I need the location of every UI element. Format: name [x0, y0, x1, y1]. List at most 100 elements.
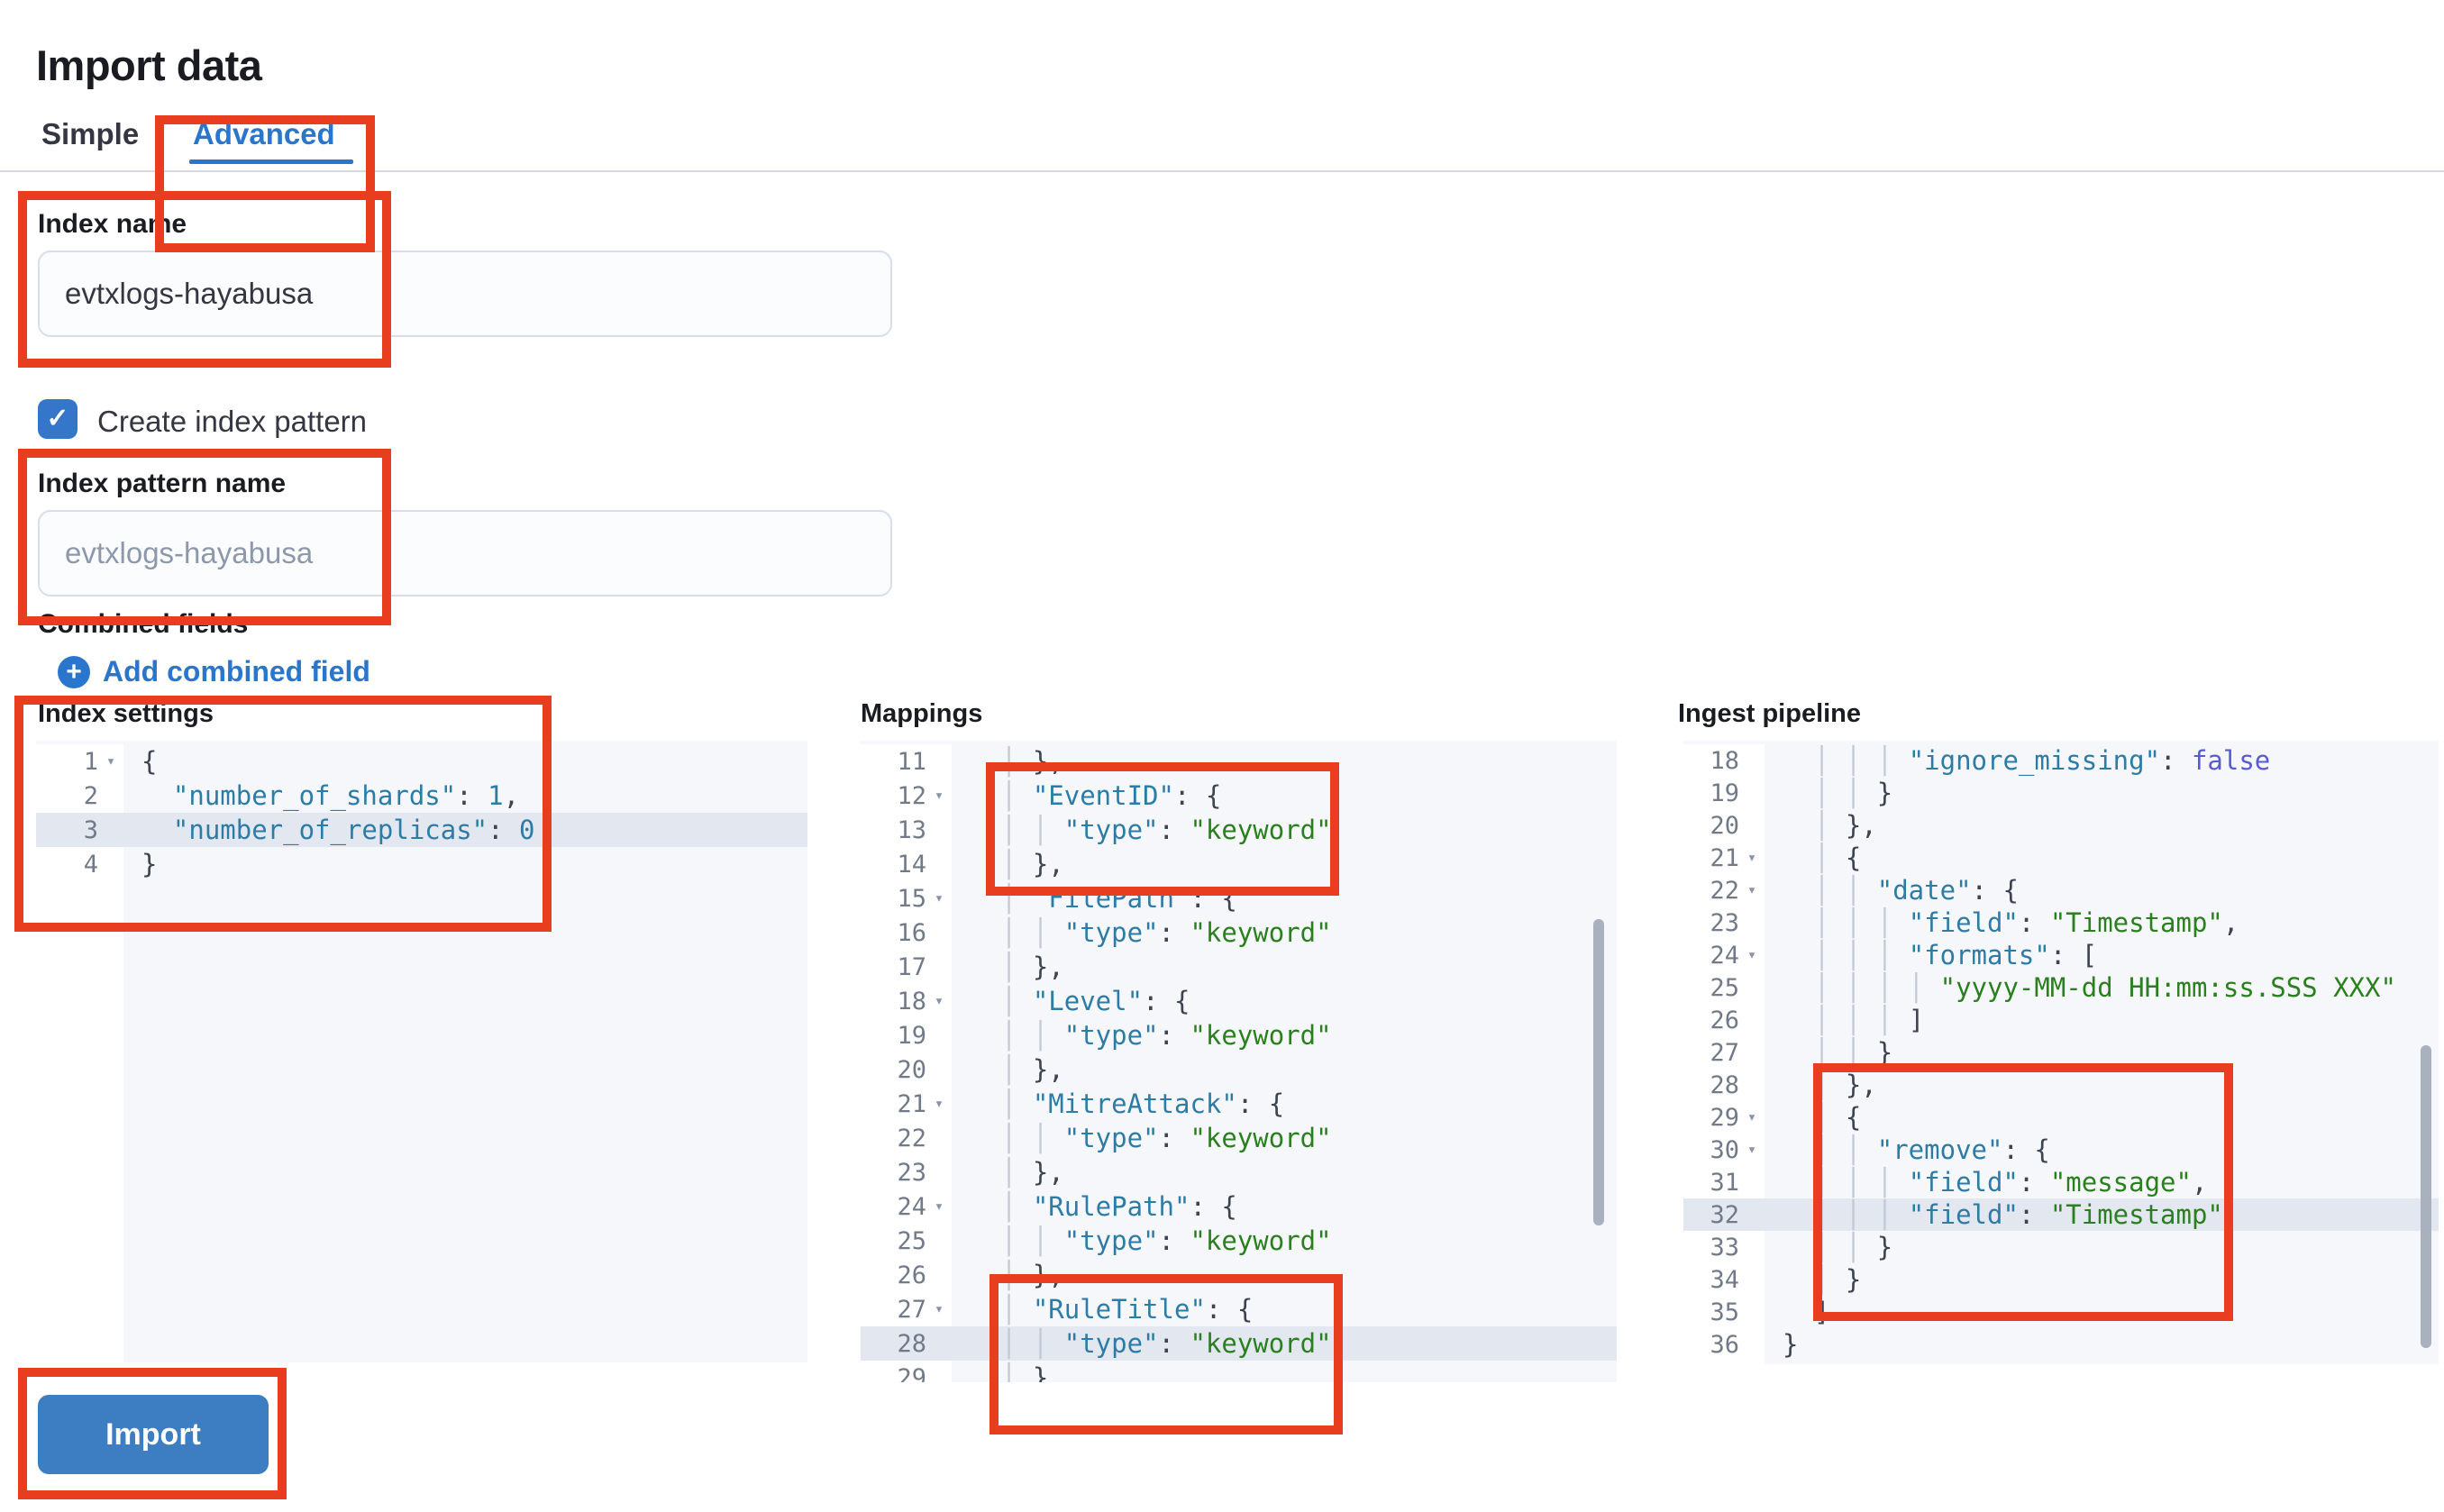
- mappings-label: Mappings: [861, 699, 983, 728]
- code-text: │ },: [1783, 810, 1877, 841]
- code-line: 33 │ │ }: [1683, 1231, 2439, 1263]
- line-number: 24 ▾: [861, 1189, 952, 1224]
- line-number: 35: [1683, 1296, 1765, 1328]
- code-text: │ },: [970, 1157, 1064, 1188]
- code-line: 22 │ │ "type": "keyword": [861, 1121, 1617, 1155]
- fold-arrow-icon[interactable]: ▾: [105, 752, 116, 770]
- fold-arrow-icon[interactable]: ▾: [934, 1095, 944, 1113]
- code-text: │ }: [1783, 1264, 1862, 1295]
- code-line: 31 │ │ │ "field": "message",: [1683, 1166, 2439, 1198]
- index-name-input[interactable]: [38, 250, 892, 337]
- ingest-pipeline-editor[interactable]: 18 │ │ │ "ignore_missing": false 19 │ │ }…: [1683, 741, 2439, 1364]
- code-text: │ },: [970, 952, 1064, 982]
- code-text: │ │ "type": "keyword": [970, 1225, 1332, 1256]
- code-text: │ │ "type": "keyword": [970, 815, 1332, 845]
- fold-arrow-icon[interactable]: ▾: [1746, 1108, 1757, 1126]
- code-line: 20 │ },: [861, 1052, 1617, 1087]
- line-number: 19: [861, 1018, 952, 1052]
- import-button[interactable]: Import: [38, 1395, 269, 1474]
- code-line: 27 ▾ │ "RuleTitle": {: [861, 1292, 1617, 1326]
- line-number: 19: [1683, 777, 1765, 809]
- code-text: │ │ │ "field": "Timestamp",: [1783, 907, 2239, 938]
- line-number: 16: [861, 915, 952, 950]
- add-combined-field-link[interactable]: Add combined field: [103, 655, 370, 688]
- code-line: 25 │ │ │ │ "yyyy-MM-dd HH:mm:ss.SSS XXX": [1683, 971, 2439, 1004]
- fold-arrow-icon[interactable]: ▾: [934, 787, 944, 805]
- code-line: 35 ]: [1683, 1296, 2439, 1328]
- fold-arrow-icon[interactable]: ▾: [1746, 946, 1757, 964]
- mappings-editor[interactable]: 11 │ }, 12 ▾ │ "EventID": {13 │ │ "type": …: [861, 741, 1617, 1382]
- line-number: 2: [36, 779, 123, 813]
- code-line: 25 │ │ "type": "keyword": [861, 1224, 1617, 1258]
- fold-arrow-icon[interactable]: ▾: [934, 992, 944, 1010]
- create-index-pattern-label[interactable]: Create index pattern: [97, 405, 368, 438]
- line-number: 1 ▾: [36, 744, 123, 779]
- fold-arrow-icon[interactable]: ▾: [934, 889, 944, 907]
- code-line: 29 │ },: [861, 1361, 1617, 1382]
- code-line: 21 ▾ │ "MitreAttack": {: [861, 1087, 1617, 1121]
- code-text: │ │ "type": "keyword": [952, 1326, 1617, 1361]
- fold-arrow-icon[interactable]: ▾: [934, 1198, 944, 1216]
- line-number: 3: [36, 813, 123, 847]
- code-text: }: [1783, 1329, 1799, 1360]
- code-text: │ },: [970, 746, 1064, 777]
- line-number: 33: [1683, 1231, 1765, 1263]
- plus-circle-icon[interactable]: +: [58, 656, 90, 688]
- code-text: {: [141, 746, 158, 777]
- editor-empty-area: [36, 881, 807, 1362]
- code-line: 20 │ },: [1683, 809, 2439, 842]
- code-line: 15 ▾ │ "FilePath": {: [861, 881, 1617, 915]
- mappings-scrollbar-thumb[interactable]: [1593, 919, 1604, 1225]
- code-line: 26 │ },: [861, 1258, 1617, 1292]
- ingest-pipeline-scrollbar-thumb[interactable]: [2421, 1045, 2431, 1348]
- code-text: │ │ }: [1783, 778, 1893, 808]
- line-number: 11: [861, 744, 952, 779]
- index-pattern-name-input[interactable]: [38, 510, 892, 597]
- index-settings-editor[interactable]: 1 ▾{2 "number_of_shards": 1,3 "number_of_…: [36, 741, 807, 1362]
- page-title: Import data: [36, 41, 262, 90]
- code-text: │ │ │ "field": "message",: [1783, 1167, 2208, 1198]
- fold-arrow-icon[interactable]: ▾: [934, 1300, 944, 1318]
- code-line: 23 │ │ │ "field": "Timestamp",: [1683, 906, 2439, 939]
- line-number: 27 ▾: [861, 1292, 952, 1326]
- line-number: 29: [861, 1361, 952, 1382]
- tab-advanced[interactable]: Advanced: [193, 117, 335, 150]
- combined-fields-label: Combined fields: [38, 609, 249, 639]
- code-line: 18 │ │ │ "ignore_missing": false: [1683, 744, 2439, 777]
- line-number: 28: [861, 1326, 952, 1361]
- code-line: 13 │ │ "type": "keyword": [861, 813, 1617, 847]
- code-text: │ "FilePath": {: [970, 883, 1237, 914]
- fold-arrow-icon[interactable]: ▾: [1746, 1141, 1757, 1159]
- active-tab-underline: [189, 159, 353, 164]
- code-line: 22 ▾ │ │ "date": {: [1683, 874, 2439, 906]
- code-text: │ │ "date": {: [1783, 875, 2019, 906]
- line-number: 4: [36, 847, 123, 881]
- tab-simple[interactable]: Simple: [41, 117, 140, 150]
- code-text: │ },: [1783, 1070, 1877, 1100]
- line-number: 36: [1683, 1328, 1765, 1361]
- line-number: 26: [1683, 1004, 1765, 1036]
- line-number: 32: [1683, 1198, 1765, 1231]
- checkmark-icon: ✓: [46, 404, 69, 433]
- code-text: │ │ "type": "keyword": [970, 1123, 1332, 1153]
- line-number: 17: [861, 950, 952, 984]
- fold-arrow-icon[interactable]: ▾: [1746, 881, 1757, 899]
- code-text: │ │ }: [1783, 1232, 1893, 1262]
- line-number: 18 ▾: [861, 984, 952, 1018]
- line-number: 21 ▾: [1683, 842, 1765, 874]
- line-number: 21 ▾: [861, 1087, 952, 1121]
- code-text: │ "MitreAttack": {: [970, 1088, 1285, 1119]
- code-line: 18 ▾ │ "Level": {: [861, 984, 1617, 1018]
- line-number: 22: [861, 1121, 952, 1155]
- code-line: 30 ▾ │ │ "remove": {: [1683, 1134, 2439, 1166]
- line-number: 15 ▾: [861, 881, 952, 915]
- fold-arrow-icon[interactable]: ▾: [1746, 849, 1757, 867]
- code-text: │ │ "remove": {: [1783, 1134, 2050, 1165]
- create-index-pattern-checkbox[interactable]: ✓: [38, 399, 78, 439]
- code-line: 14 │ },: [861, 847, 1617, 881]
- code-text: │ "Level": {: [970, 986, 1190, 1016]
- code-text: │ │ "type": "keyword": [970, 1020, 1332, 1051]
- code-line: 19 │ │ }: [1683, 777, 2439, 809]
- code-line: 19 │ │ "type": "keyword": [861, 1018, 1617, 1052]
